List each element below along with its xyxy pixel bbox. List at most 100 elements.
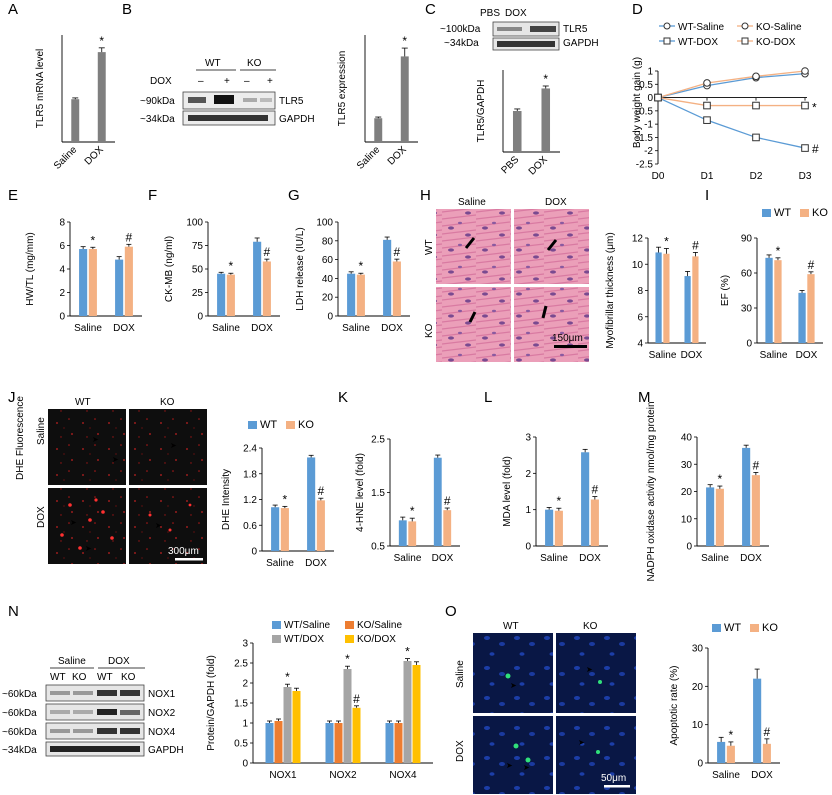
blot-n-ko-1: KO xyxy=(72,672,87,683)
y-tick-label: 0 xyxy=(746,339,752,350)
svg-text:➤: ➤ xyxy=(85,544,92,553)
chart-j: 0 0.6 1.2 1.8 2.4 DHE Intensity * Saline # DOX WT K… xyxy=(221,419,334,569)
y-axis-label: Myofibrillar thickness (μm) xyxy=(605,232,616,348)
significance-mark: * xyxy=(91,233,96,247)
chart-a: TLR5 mRNA level Saline * DOX xyxy=(35,34,115,172)
blot-b-ko-label: KO xyxy=(247,58,262,69)
y-tick-label: 50 xyxy=(192,265,204,276)
blot-b-plus-2: + xyxy=(267,76,273,87)
x-tick-label: Saline xyxy=(394,553,422,564)
panel-label-h: H xyxy=(420,187,431,204)
blot-n-wt-2: WT xyxy=(97,672,113,683)
legend-label: KO-Saline xyxy=(756,22,802,33)
y-tick-label: 10 xyxy=(632,260,644,271)
y-tick-label: 2 xyxy=(59,288,65,299)
x-tick-label: D1 xyxy=(701,171,714,182)
panel-label-o: O xyxy=(445,603,457,620)
legend-marker xyxy=(663,22,671,30)
bar-wt-dox xyxy=(403,661,412,763)
y-tick-label: 0 xyxy=(525,542,531,553)
significance-mark: # xyxy=(753,458,760,472)
y-tick-label: 1 xyxy=(647,67,653,78)
y-axis-label: MDA level (fold) xyxy=(502,456,513,527)
legend-label: WT xyxy=(260,419,277,431)
panel-label-k: K xyxy=(338,389,348,406)
blot-c-band-gapdh: GAPDH xyxy=(563,38,599,49)
x-tick-label: NOX4 xyxy=(389,770,417,781)
line-wt-saline xyxy=(657,73,806,99)
panel-label-e: E xyxy=(8,187,18,204)
bar-wt xyxy=(307,457,316,551)
mic-j-tile-ko-dox xyxy=(129,488,207,564)
x-tick-label: DOX xyxy=(432,553,454,564)
x-tick-label: DOX xyxy=(740,553,762,564)
y-axis-label: Apoptotic rate (%) xyxy=(669,665,680,745)
bar-ko xyxy=(774,260,782,343)
panel-label-l: L xyxy=(484,389,492,406)
blot-n-ko-2: KO xyxy=(121,672,136,683)
bar-wt xyxy=(706,487,715,546)
bar-wt-saline xyxy=(325,723,334,763)
y-axis-label: TLR5 expression xyxy=(337,51,348,127)
bar-wt xyxy=(79,249,88,316)
blot-n-band-gapdh: GAPDH xyxy=(148,745,184,756)
bar-wt xyxy=(765,257,773,343)
legend-swatch xyxy=(800,209,809,217)
chart-g: 0 20 40 60 80 100 LDH release (IU/L) * Saline # DO… xyxy=(295,218,410,334)
bar-wt xyxy=(798,292,806,343)
y-tick-label: 30 xyxy=(741,304,753,315)
marker xyxy=(801,144,809,152)
blot-n-nox2-strip xyxy=(45,703,145,721)
bar-wt-dox xyxy=(283,687,292,763)
x-tick-label: NOX2 xyxy=(329,770,357,781)
y-tick-label: -2 xyxy=(644,146,653,157)
legend-label: WT xyxy=(774,207,791,219)
bar xyxy=(400,56,409,142)
legend-label: WT xyxy=(724,622,741,634)
significance-mark: * xyxy=(812,101,817,115)
y-tick-label: 3 xyxy=(242,639,248,650)
y-tick-label: 0 xyxy=(197,312,203,323)
bar-ko-dox xyxy=(292,691,301,763)
x-tick-label: D2 xyxy=(750,171,763,182)
legend-label: KO/Saline xyxy=(357,620,402,631)
mic-h-scale-label: 150μm xyxy=(552,333,583,344)
bar-wt xyxy=(217,273,226,316)
svg-text:➤: ➤ xyxy=(586,665,593,674)
bar xyxy=(541,88,551,152)
significance-mark: # xyxy=(353,692,360,706)
y-tick-label: 12 xyxy=(632,234,644,245)
significance-mark: * xyxy=(229,259,234,273)
bar-wt xyxy=(581,452,590,546)
legend-swatch xyxy=(272,621,281,629)
significance-mark: * xyxy=(345,652,350,666)
legend-swatch xyxy=(762,209,771,217)
blot-c-pbs-label: PBS xyxy=(480,8,500,19)
bar-ko xyxy=(226,274,235,316)
x-tick-label: DOX xyxy=(305,558,327,569)
x-tick-label: DOX xyxy=(751,770,773,781)
y-tick-label: 1 xyxy=(525,505,531,516)
y-tick-label: -1.5 xyxy=(636,133,654,144)
y-tick-label: 0 xyxy=(251,547,257,558)
legend-swatch xyxy=(272,635,281,643)
bar-ko-dox xyxy=(412,665,421,763)
x-tick-label: D3 xyxy=(799,171,812,182)
y-tick-label: 10 xyxy=(692,720,704,731)
blot-b-band-tlr5: TLR5 xyxy=(279,96,304,107)
mic-o-tile-ko-dox xyxy=(556,716,636,794)
bar-wt xyxy=(717,741,726,763)
mic-h-dox: DOX xyxy=(545,197,567,208)
y-tick-label: 90 xyxy=(741,234,753,245)
y-tick-label: 20 xyxy=(692,682,704,693)
mic-h-tile-wt-saline xyxy=(436,209,511,284)
bar-wt xyxy=(684,276,691,343)
legend-swatch xyxy=(345,635,354,643)
bar-wt xyxy=(742,447,751,546)
blot-n-saline-label: Saline xyxy=(58,656,86,667)
y-axis-label: TLR5/GAPDH xyxy=(476,80,487,143)
x-tick-label: Saline xyxy=(649,350,677,361)
x-tick-label: DOX xyxy=(251,323,273,334)
bar-wt xyxy=(398,520,407,546)
